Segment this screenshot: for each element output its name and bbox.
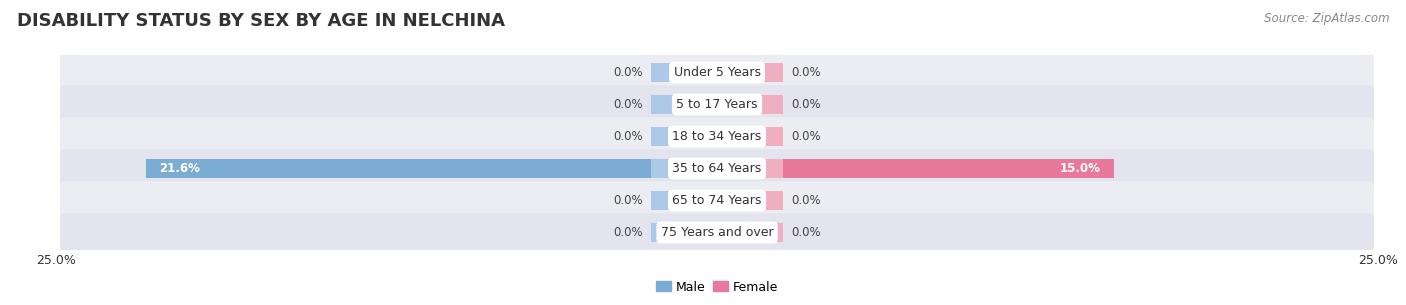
Text: 0.0%: 0.0%	[613, 130, 643, 143]
Text: 5 to 17 Years: 5 to 17 Years	[676, 98, 758, 111]
Text: 0.0%: 0.0%	[792, 194, 821, 207]
Text: 18 to 34 Years: 18 to 34 Years	[672, 130, 762, 143]
FancyBboxPatch shape	[60, 181, 1374, 220]
Text: DISABILITY STATUS BY SEX BY AGE IN NELCHINA: DISABILITY STATUS BY SEX BY AGE IN NELCH…	[17, 12, 505, 30]
Bar	[651, 127, 717, 146]
Text: 75 Years and over: 75 Years and over	[661, 226, 773, 239]
Bar	[717, 63, 783, 82]
Text: 65 to 74 Years: 65 to 74 Years	[672, 194, 762, 207]
Bar	[717, 127, 783, 146]
Bar	[651, 159, 717, 178]
Bar	[717, 159, 783, 178]
Text: 0.0%: 0.0%	[792, 226, 821, 239]
Bar	[717, 191, 783, 210]
Legend: Male, Female: Male, Female	[651, 275, 783, 299]
Text: 0.0%: 0.0%	[613, 226, 643, 239]
FancyBboxPatch shape	[60, 149, 1374, 188]
FancyBboxPatch shape	[60, 85, 1374, 124]
Text: 0.0%: 0.0%	[613, 98, 643, 111]
Text: 0.0%: 0.0%	[792, 66, 821, 79]
Text: 0.0%: 0.0%	[613, 66, 643, 79]
FancyBboxPatch shape	[60, 53, 1374, 92]
Text: 35 to 64 Years: 35 to 64 Years	[672, 162, 762, 175]
FancyBboxPatch shape	[60, 117, 1374, 156]
Text: 0.0%: 0.0%	[613, 194, 643, 207]
Bar	[717, 159, 1114, 178]
Bar	[651, 95, 717, 114]
Text: 21.6%: 21.6%	[159, 162, 200, 175]
Bar	[651, 223, 717, 242]
Text: 15.0%: 15.0%	[1060, 162, 1101, 175]
Bar	[146, 159, 717, 178]
Text: 0.0%: 0.0%	[792, 130, 821, 143]
Bar	[651, 63, 717, 82]
Bar	[651, 191, 717, 210]
Bar	[717, 95, 783, 114]
Text: Source: ZipAtlas.com: Source: ZipAtlas.com	[1264, 12, 1389, 25]
Text: 0.0%: 0.0%	[792, 98, 821, 111]
Bar	[717, 223, 783, 242]
Text: Under 5 Years: Under 5 Years	[673, 66, 761, 79]
FancyBboxPatch shape	[60, 213, 1374, 252]
